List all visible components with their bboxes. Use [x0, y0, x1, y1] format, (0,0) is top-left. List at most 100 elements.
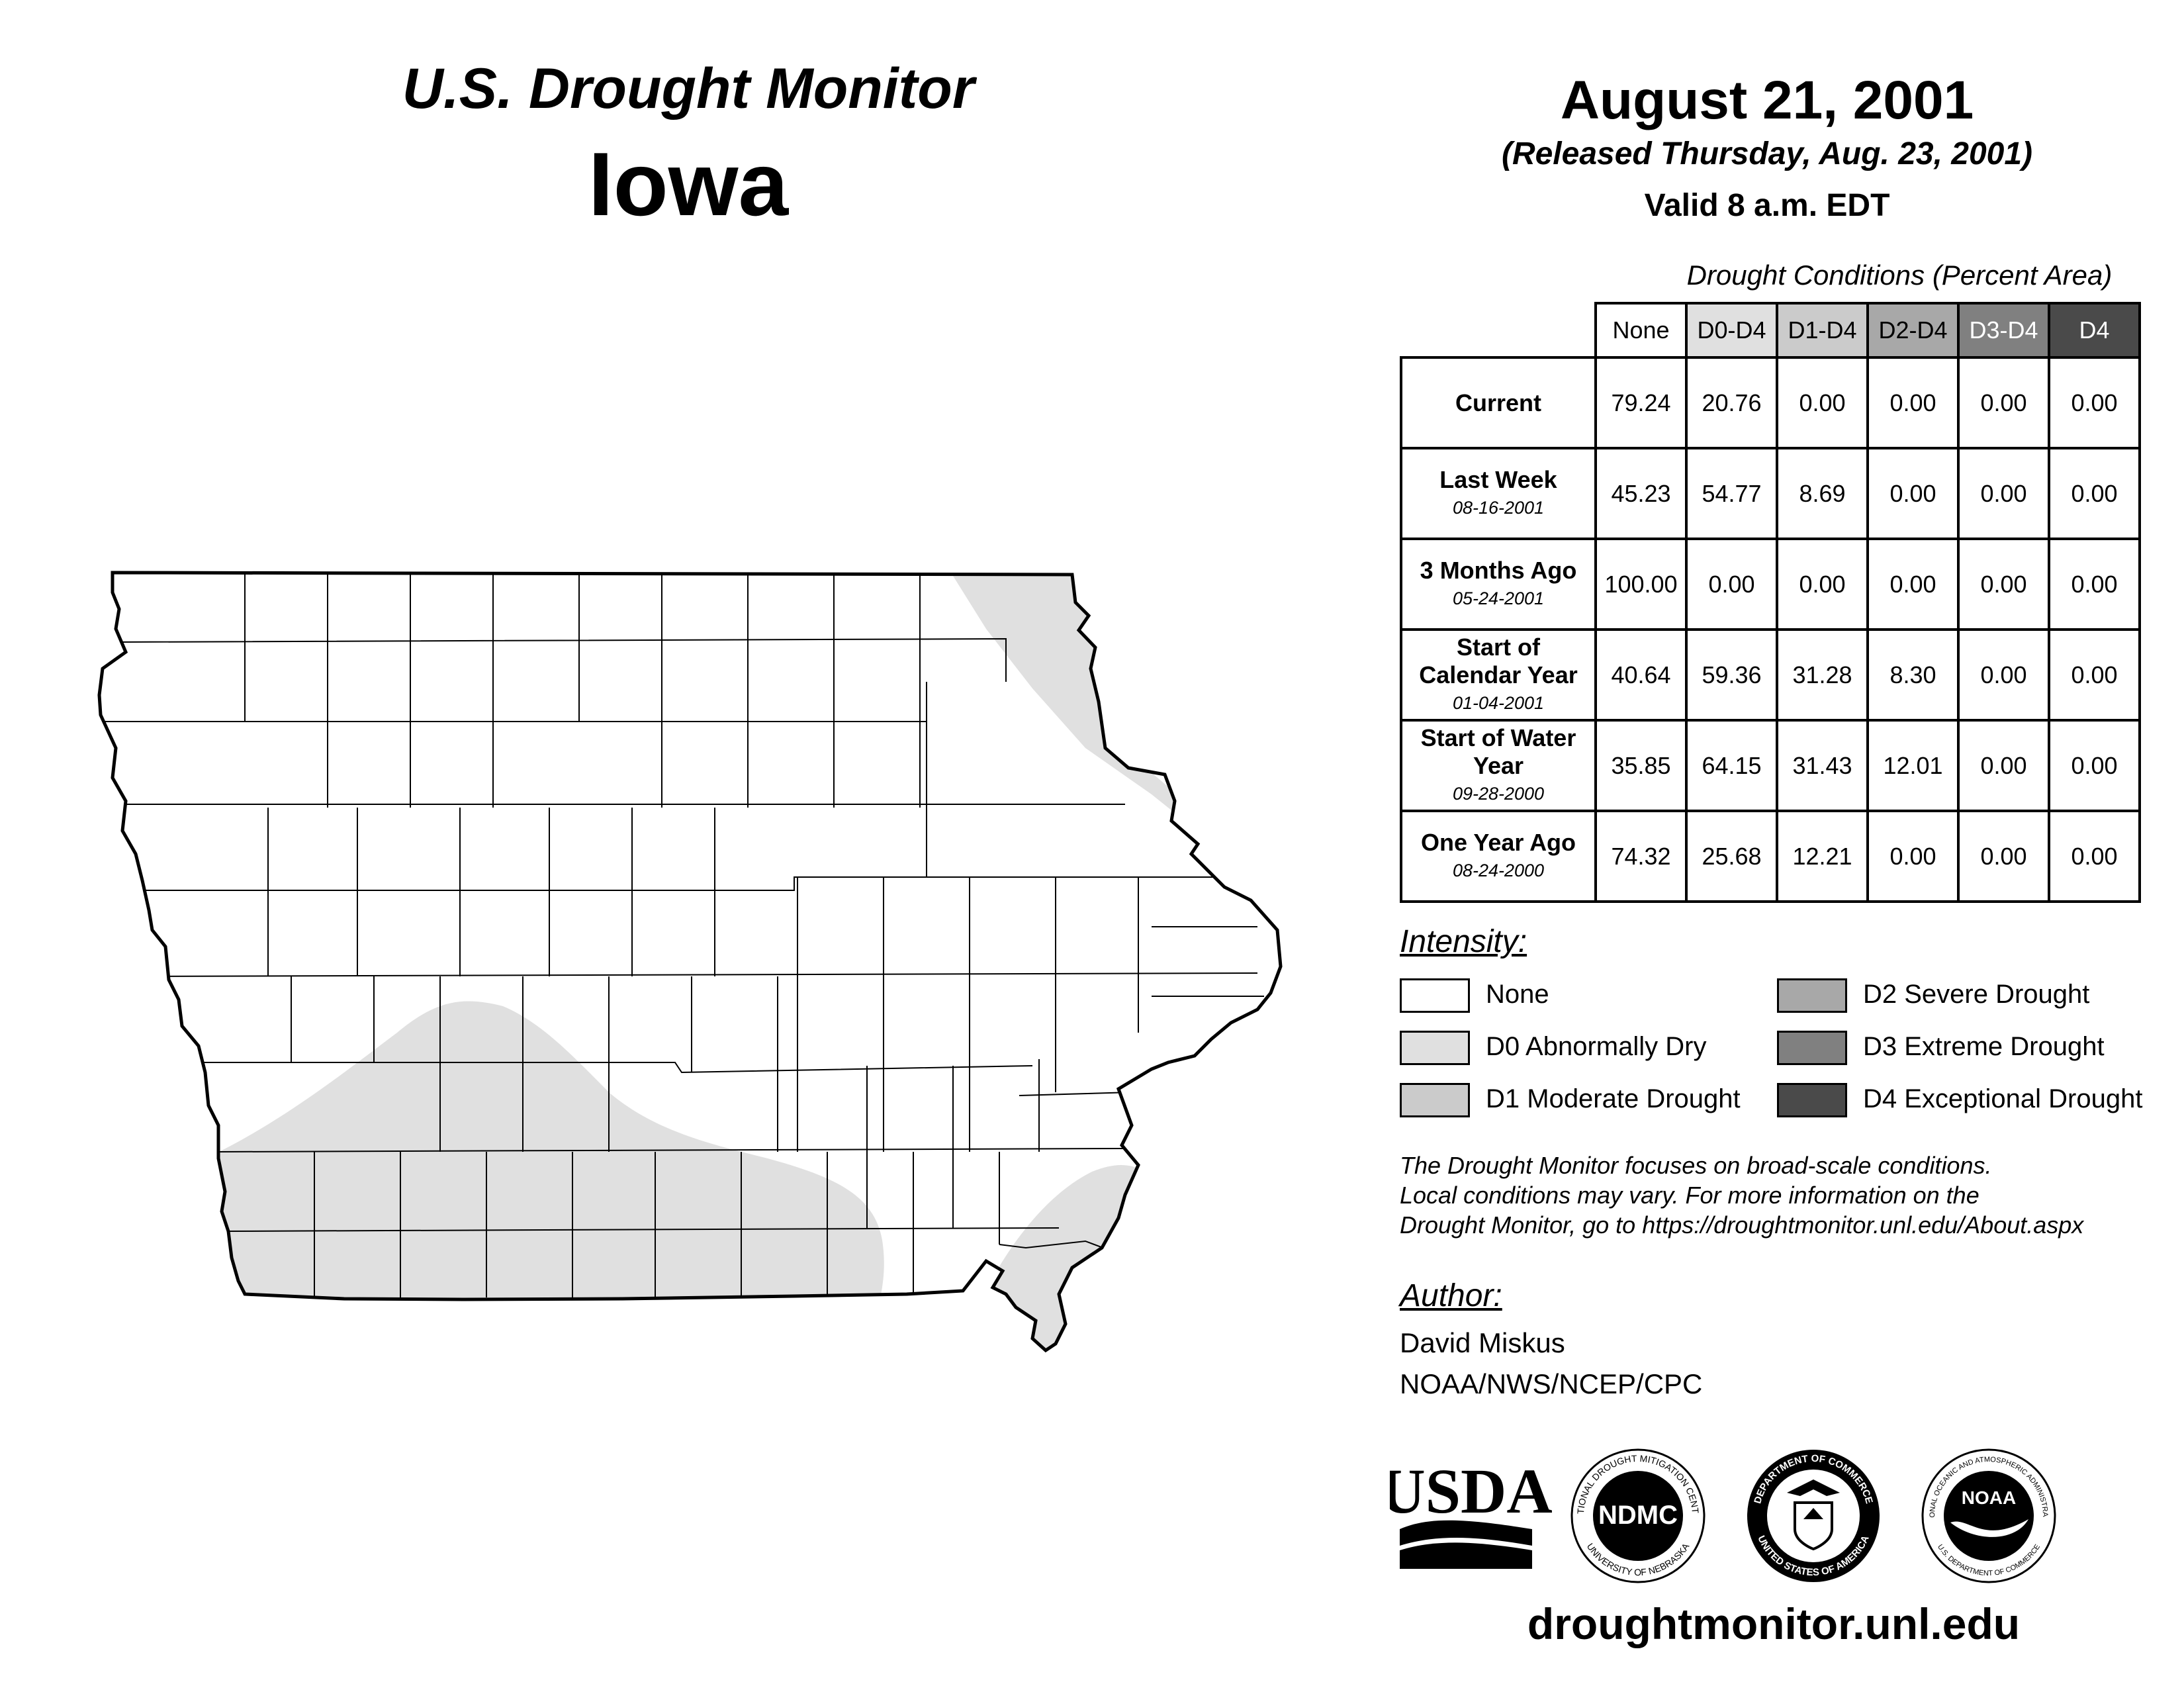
legend-swatch-d2 [1777, 978, 1847, 1013]
table-cell: 0.00 [2048, 628, 2141, 722]
table-row: 3 Months Ago 05-24-2001 100.00 0.00 0.00 … [1400, 538, 2141, 631]
legend-label-d4: D4 Exceptional Drought [1863, 1084, 2143, 1113]
row-label-text: One Year Ago [1420, 828, 1576, 856]
table-row: Last Week 08-16-2001 45.23 54.77 8.69 0.0… [1400, 447, 2141, 540]
table-cell: 64.15 [1685, 719, 1778, 812]
table-cell: 31.28 [1776, 628, 1869, 722]
row-label: Last Week 08-16-2001 [1400, 447, 1597, 540]
legend-label-d2: D2 Severe Drought [1863, 980, 2090, 1009]
col-header-d3-d4: D3-D4 [1957, 302, 2050, 359]
table-cell: 45.23 [1594, 447, 1688, 540]
table-cell: 8.69 [1776, 447, 1869, 540]
table-cell: 0.00 [1957, 810, 2050, 903]
row-date: 01-04-2001 [1452, 692, 1545, 713]
legend-swatch-d1 [1400, 1083, 1470, 1117]
usda-logo: USDA [1390, 1456, 1553, 1569]
valid-time: Valid 8 a.m. EDT [1644, 188, 1890, 223]
table-cell: 12.01 [1866, 719, 1960, 812]
legend-swatch-d4 [1777, 1083, 1847, 1117]
legend-label-none: None [1486, 980, 1549, 1009]
table-cell: 0.00 [1957, 628, 2050, 722]
legend-label-d1: D1 Moderate Drought [1486, 1084, 1741, 1113]
legend-label-d3: D3 Extreme Drought [1863, 1032, 2105, 1061]
note-line: Drought Monitor, go to https://droughtmo… [1400, 1211, 2084, 1239]
table-cell: 54.77 [1685, 447, 1778, 540]
table-cell: 79.24 [1594, 356, 1688, 449]
table-cell: 12.21 [1776, 810, 1869, 903]
table-cell: 35.85 [1594, 719, 1688, 812]
ndmc-logo-text: NDMC [1598, 1501, 1678, 1530]
row-label: Start of Water Year 09-28-2000 [1400, 719, 1597, 812]
row-date: 05-24-2001 [1452, 588, 1545, 608]
col-header-d0-d4: D0-D4 [1685, 302, 1778, 359]
legend-swatch-none [1400, 978, 1470, 1013]
table-caption: Drought Conditions (Percent Area) [1686, 259, 2113, 291]
table-cell: 0.00 [1866, 810, 1960, 903]
usda-logo-text: USDA [1390, 1456, 1553, 1526]
author-name: David Miskus [1400, 1327, 1565, 1358]
state-name: Iowa [588, 134, 789, 234]
table-cell: 20.76 [1685, 356, 1778, 449]
row-label: One Year Ago 08-24-2000 [1400, 810, 1597, 903]
map-title: U.S. Drought Monitor [402, 57, 975, 120]
table-cell: 0.00 [1866, 538, 1960, 631]
table-cell: 0.00 [1685, 538, 1778, 631]
legend-swatch-d3 [1777, 1031, 1847, 1065]
table-cell: 59.36 [1685, 628, 1778, 722]
drought-conditions-table: None D0-D4 D1-D4 D2-D4 D3-D4 D4 Current … [1400, 302, 2141, 903]
row-label-text: Start of Calendar Year [1419, 633, 1578, 688]
table-cell: 0.00 [1866, 356, 1960, 449]
table-cell: 0.00 [2048, 719, 2141, 812]
table-corner [1401, 303, 1596, 357]
table-cell: 31.43 [1776, 719, 1869, 812]
county-lines [99, 573, 1264, 1299]
col-header-d4: D4 [2048, 302, 2141, 359]
row-label-text: Current [1455, 389, 1541, 416]
table-cell: 25.68 [1685, 810, 1778, 903]
ndmc-logo: NATIONAL DROUGHT MITIGATION CENTER UNIVE… [1570, 1448, 1706, 1583]
table-cell: 40.64 [1594, 628, 1688, 722]
table-row: Start of Calendar Year 01-04-2001 40.64 5… [1400, 628, 2141, 722]
table-cell: 0.00 [1866, 447, 1960, 540]
table-cell: 0.00 [1957, 447, 2050, 540]
table-cell: 0.00 [1957, 719, 2050, 812]
release-date: (Released Thursday, Aug. 23, 2001) [1501, 136, 2033, 171]
table-cell: 0.00 [1776, 538, 1869, 631]
iowa-drought-map [0, 0, 1324, 1390]
table-row: Start of Water Year 09-28-2000 35.85 64.1… [1400, 719, 2141, 812]
row-label-text: Last Week [1439, 465, 1557, 493]
col-header-none: None [1594, 302, 1688, 359]
row-date: 08-24-2000 [1452, 860, 1545, 880]
disclaimer-note: The Drought Monitor focuses on broad-sca… [1400, 1150, 2174, 1240]
footer-url[interactable]: droughtmonitor.unl.edu [1527, 1599, 2021, 1648]
note-line: The Drought Monitor focuses on broad-sca… [1400, 1152, 1992, 1179]
doc-seal-logo: DEPARTMENT OF COMMERCE UNITED STATES OF … [1747, 1450, 1880, 1582]
legend-swatch-d0 [1400, 1031, 1470, 1065]
logo-row: USDA NATIONAL DROUGHT MITIGATION CENTER … [1390, 1448, 2056, 1583]
table-row: Current 79.24 20.76 0.00 0.00 0.00 0.00 [1400, 356, 2141, 449]
row-label: 3 Months Ago 05-24-2001 [1400, 538, 1597, 631]
noaa-logo-text: NOAA [1962, 1487, 2016, 1508]
table-cell: 100.00 [1594, 538, 1688, 631]
d0-area-south [199, 1001, 884, 1350]
noaa-logo: NATIONAL OCEANIC AND ATMOSPHERIC ADMINIS… [1921, 1448, 2056, 1583]
note-line: Local conditions may vary. For more info… [1400, 1182, 1979, 1209]
table-cell: 0.00 [1957, 356, 2050, 449]
row-date: 09-28-2000 [1452, 783, 1545, 804]
table-cell: 0.00 [2048, 538, 2141, 631]
row-label: Start of Calendar Year 01-04-2001 [1400, 628, 1597, 722]
table-row: One Year Ago 08-24-2000 74.32 25.68 12.21… [1400, 810, 2141, 903]
table-cell: 0.00 [2048, 356, 2141, 449]
table-cell: 0.00 [2048, 447, 2141, 540]
table-cell: 8.30 [1866, 628, 1960, 722]
row-label: Current [1400, 356, 1597, 449]
author-block: David Miskus NOAA/NWS/NCEP/CPC [1400, 1323, 1702, 1405]
legend-label-d0: D0 Abnormally Dry [1486, 1032, 1707, 1061]
table-cell: 0.00 [1776, 356, 1869, 449]
table-cell: 0.00 [2048, 810, 2141, 903]
author-org: NOAA/NWS/NCEP/CPC [1400, 1368, 1703, 1399]
row-label-text: Start of Water Year [1420, 724, 1576, 779]
table-header-row: None D0-D4 D1-D4 D2-D4 D3-D4 D4 [1401, 302, 2141, 359]
row-label-text: 3 Months Ago [1420, 556, 1577, 584]
map-date: August 21, 2001 [1560, 70, 1974, 130]
